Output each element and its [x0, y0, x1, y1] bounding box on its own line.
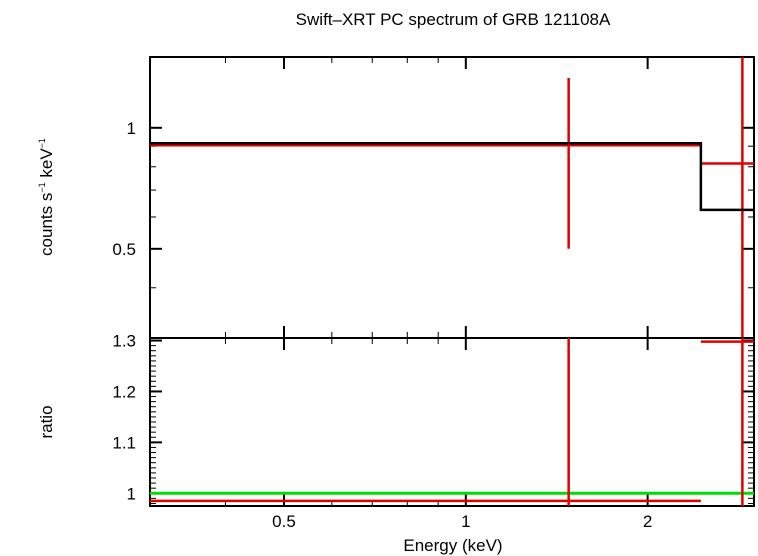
x-axis-label: Energy (keV)	[403, 536, 502, 555]
y-tick-label: 1.3	[112, 332, 136, 351]
bottom-y-axis-label: ratio	[37, 405, 56, 438]
y-tick-label: 1	[127, 119, 136, 138]
bottom-panel: 1.3 1.2 1.1 1 ratio	[37, 332, 755, 507]
y-tick-label: 0.5	[112, 240, 136, 259]
model-step-line	[150, 142, 754, 212]
x-tick-label: 0.5	[272, 512, 296, 531]
y-tick-label: 1	[127, 484, 136, 503]
top-y-axis-label: counts s−1 keV−1	[37, 138, 56, 256]
y-tick-label: 1.2	[112, 382, 136, 401]
bottom-panel-frame	[149, 337, 755, 507]
top-panel-frame	[149, 56, 755, 339]
x-tick-label: 2	[643, 512, 652, 531]
top-panel: 1 0.5 counts s−1 keV−1	[37, 56, 755, 339]
chart-title: Swift–XRT PC spectrum of GRB 121108A	[296, 10, 611, 29]
y-tick-label: 1.1	[112, 433, 136, 452]
x-tick-label: 1	[461, 512, 470, 531]
